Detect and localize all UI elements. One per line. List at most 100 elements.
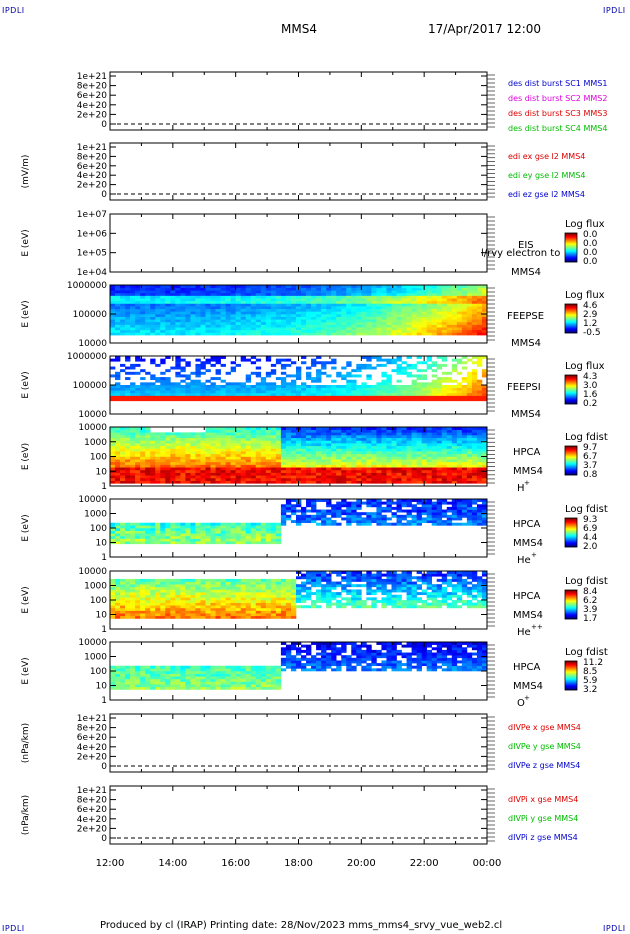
species-label: He <box>517 555 531 566</box>
spectrogram-cell <box>245 303 252 307</box>
spectrogram-cell <box>175 456 181 460</box>
spectrogram-cell <box>301 392 307 396</box>
spectrogram-cell <box>361 440 367 444</box>
spectrogram-cell <box>230 314 236 317</box>
spectrogram-cell <box>341 427 347 430</box>
spectrogram-cell <box>356 319 362 323</box>
spectrogram-cell <box>396 514 402 518</box>
spectrogram-cell <box>235 298 241 302</box>
spectrogram-cell <box>376 445 382 449</box>
spectrogram-cell <box>461 379 468 383</box>
spectrogram-cell <box>135 541 141 545</box>
spectrogram-cell <box>356 437 362 441</box>
spectrogram-cell <box>411 429 417 433</box>
spectrogram-cell <box>481 308 488 312</box>
spectrogram-cell <box>471 292 478 296</box>
spectrogram-cell <box>205 427 211 430</box>
spectrogram-cell <box>145 533 151 537</box>
spectrogram-cell <box>125 453 131 457</box>
spectrogram-cell <box>401 435 407 439</box>
spectrogram-cell <box>351 453 357 457</box>
spacecraft-label: MMS4 <box>511 409 541 420</box>
spectrogram-cell <box>260 295 267 299</box>
spectrogram-cell <box>471 321 478 325</box>
spectrogram-cell <box>426 429 433 433</box>
spectrogram-cell <box>215 522 221 526</box>
colorbar-swatch <box>565 470 577 472</box>
spectrogram-cell <box>125 432 131 436</box>
spectrogram-cell <box>140 432 146 436</box>
spectrogram-cell <box>225 453 231 457</box>
spectrogram-cell <box>280 517 287 521</box>
spectrogram-cell <box>270 363 277 367</box>
spectrogram-cell <box>376 435 382 439</box>
spectrogram-cell <box>426 398 433 402</box>
spectrogram-cell <box>471 361 478 365</box>
colorbar-frame <box>564 232 578 263</box>
spectrogram-cell <box>275 314 282 317</box>
y-tick-label: 4e+20 <box>77 171 108 181</box>
spectrogram-cell <box>160 371 166 375</box>
spectrogram-cell <box>386 387 392 391</box>
spectrogram-cell <box>461 290 468 294</box>
spectrogram-cell <box>215 311 221 315</box>
spectrogram-cell <box>150 387 156 391</box>
spectrogram-cell <box>260 387 267 391</box>
spectrogram-cell <box>215 290 221 294</box>
spectrogram-cell <box>150 321 156 325</box>
y-tick-label: 1000000 <box>67 352 107 362</box>
spectrogram-cell <box>426 456 433 460</box>
spectrogram-cell <box>466 292 473 296</box>
spectrogram-cell <box>381 514 387 518</box>
spectrogram-cell <box>431 300 438 304</box>
spectrogram-cell <box>245 374 252 378</box>
spectrogram-cell <box>446 445 453 449</box>
spectrogram-cell <box>356 314 362 317</box>
spectrogram-cell <box>260 390 267 394</box>
spectrogram-cell <box>150 533 156 537</box>
spectrogram-cell <box>461 429 468 433</box>
spectrogram-cell <box>346 303 352 307</box>
spectrogram-cell <box>170 538 176 542</box>
spectrogram-cell <box>175 528 181 531</box>
spectrogram-cell <box>175 316 181 320</box>
spectrogram-cell <box>311 285 317 288</box>
spectrogram-cell <box>356 522 362 526</box>
spectrogram-cell <box>406 469 412 473</box>
spectrogram-cell <box>401 504 407 508</box>
spectrogram-cell <box>215 445 221 449</box>
spectrogram-cell <box>321 327 327 331</box>
spectrogram-cell <box>255 530 262 534</box>
colorbar-swatch <box>565 256 577 258</box>
spectrogram-cell <box>200 332 206 336</box>
spectrogram-cell <box>125 311 131 315</box>
spectrogram-cell <box>321 298 327 302</box>
spectrogram-cell <box>341 429 347 433</box>
spectrogram-cell <box>205 477 211 481</box>
spectrogram-cell <box>431 480 438 484</box>
spectrogram-cell <box>461 472 468 476</box>
spectrogram-cell <box>386 445 392 449</box>
spectrogram-cell <box>466 469 473 473</box>
spectrogram-cell <box>125 287 131 291</box>
spectrogram-cell <box>255 464 262 468</box>
spectrogram-cell <box>295 517 302 521</box>
spectrogram-cell <box>140 459 146 463</box>
spectrogram-cell <box>396 456 402 460</box>
spectrogram-cell <box>125 427 131 430</box>
spectrogram-cell <box>476 429 483 433</box>
spectrogram-cell <box>205 480 211 484</box>
spectrogram-cell <box>376 306 382 310</box>
spectrogram-cell <box>361 448 367 452</box>
spectrogram-cell <box>476 512 483 516</box>
spectrogram-cell <box>280 379 287 383</box>
spectrogram-cell <box>260 300 267 304</box>
spectrogram-cell <box>336 298 342 302</box>
spectrogram-cell <box>190 298 196 302</box>
spectrogram-cell <box>245 437 252 441</box>
spectrogram-cell <box>371 366 377 370</box>
spectrogram-cell <box>150 303 156 307</box>
spectrogram-cell <box>326 319 332 323</box>
spectrogram-cell <box>115 435 121 439</box>
spectrogram-cell <box>295 316 302 320</box>
